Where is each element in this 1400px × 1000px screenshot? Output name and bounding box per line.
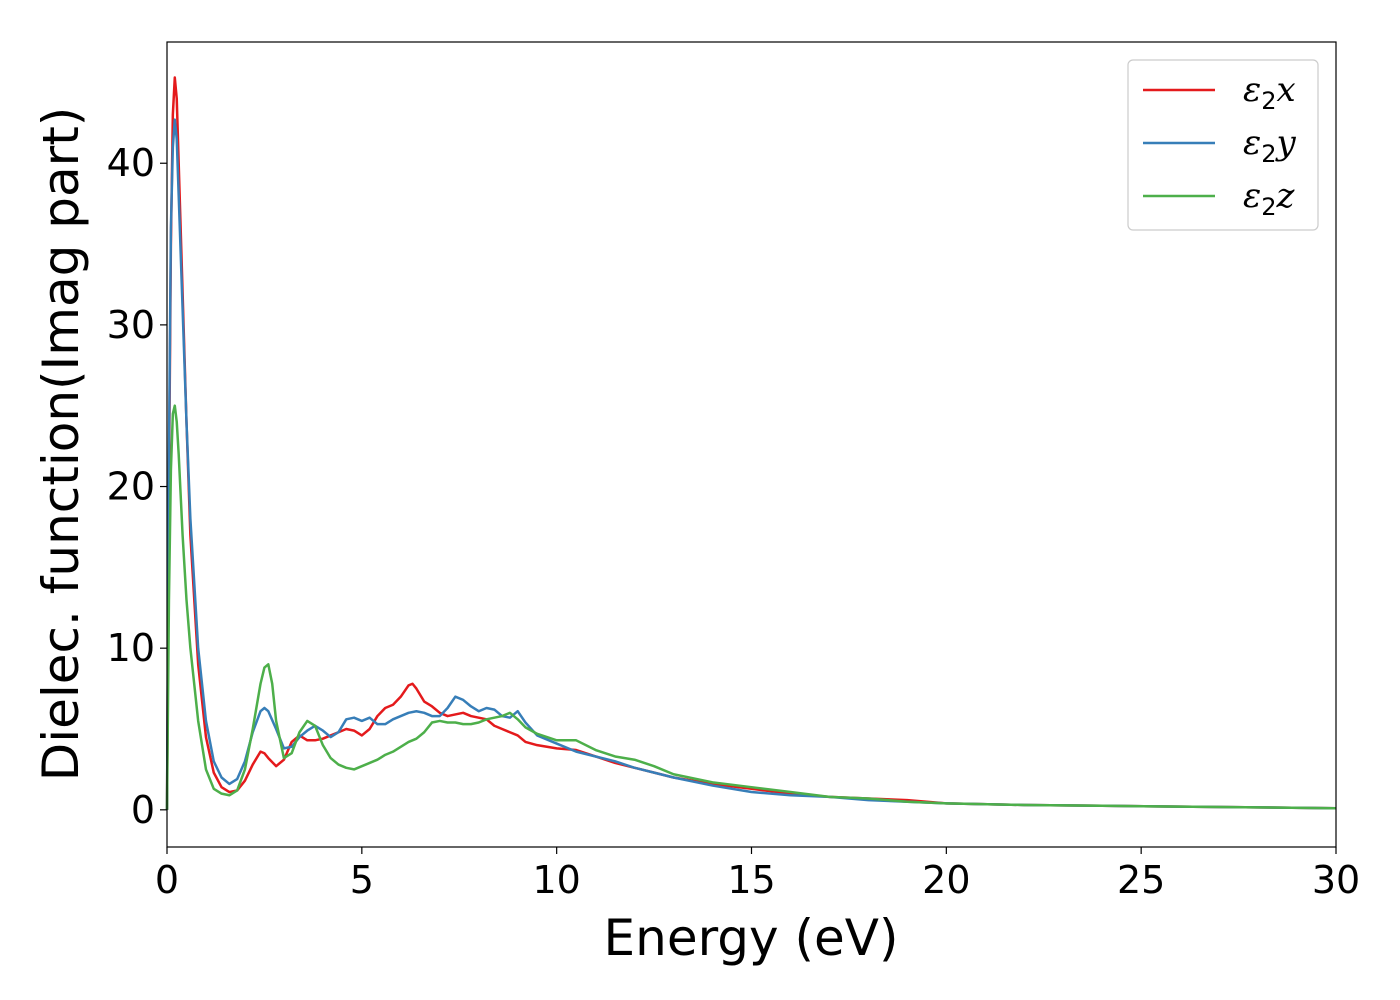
x-tick-label: 0 [155,858,179,902]
x-tick-label: 10 [532,858,580,902]
legend-label-z: ε2z [1243,176,1296,221]
x-axis-ticks: 0 5 10 15 20 25 30 [155,847,1360,902]
legend: ε2x ε2y ε2z [1127,59,1319,231]
y-axis-ticks: 0 10 20 30 40 [107,141,167,832]
x-tick-label: 20 [922,858,970,902]
y-tick-label: 30 [107,303,155,347]
y-tick-label: 10 [107,626,155,670]
legend-box [1127,59,1319,231]
legend-label-x: ε2x [1243,70,1296,115]
x-tick-label: 30 [1312,858,1360,902]
y-tick-label: 0 [131,788,155,832]
series-layer [165,76,1337,810]
x-axis-label: Energy (eV) [604,909,899,967]
y-tick-label: 40 [107,141,155,185]
x-tick-label: 25 [1117,858,1165,902]
x-tick-label: 15 [727,858,775,902]
y-tick-label: 20 [107,465,155,509]
x-tick-label: 5 [350,858,374,902]
series-line-z [165,404,1337,810]
legend-label-y: ε2y [1243,123,1297,168]
series-line-y [165,118,1337,810]
y-axis-label: Dielec. function(Imag part) [32,107,90,782]
